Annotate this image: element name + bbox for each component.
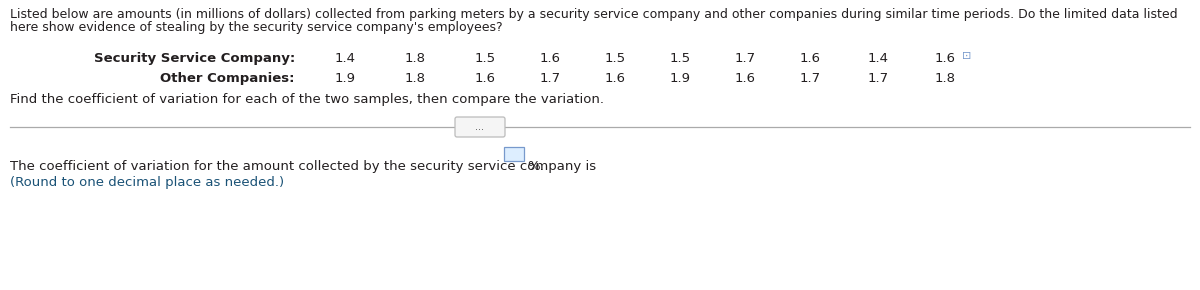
Text: The coefficient of variation for the amount collected by the security service co: The coefficient of variation for the amo…: [10, 160, 600, 173]
Text: 1.9: 1.9: [670, 72, 690, 85]
Text: 1.6: 1.6: [734, 72, 756, 85]
Text: Find the coefficient of variation for each of the two samples, then compare the : Find the coefficient of variation for ea…: [10, 93, 604, 106]
Text: 1.9: 1.9: [335, 72, 355, 85]
Text: Security Service Company:: Security Service Company:: [94, 52, 295, 65]
Text: 1.8: 1.8: [404, 52, 426, 65]
Text: 1.6: 1.6: [935, 52, 955, 65]
Text: 1.7: 1.7: [799, 72, 821, 85]
Text: here show evidence of stealing by the security service company's employees?: here show evidence of stealing by the se…: [10, 21, 503, 34]
Text: 1.7: 1.7: [734, 52, 756, 65]
Text: 1.6: 1.6: [605, 72, 625, 85]
Text: 1.8: 1.8: [935, 72, 955, 85]
Text: 1.6: 1.6: [474, 72, 496, 85]
Text: 1.7: 1.7: [868, 72, 888, 85]
FancyBboxPatch shape: [455, 117, 505, 137]
Text: 1.4: 1.4: [868, 52, 888, 65]
Text: 1.4: 1.4: [335, 52, 355, 65]
Text: (Round to one decimal place as needed.): (Round to one decimal place as needed.): [10, 176, 284, 189]
Text: Other Companies:: Other Companies:: [161, 72, 295, 85]
FancyBboxPatch shape: [504, 147, 524, 161]
Text: 1.5: 1.5: [670, 52, 690, 65]
Text: 1.5: 1.5: [605, 52, 625, 65]
Text: 1.6: 1.6: [799, 52, 821, 65]
Text: Listed below are amounts (in millions of dollars) collected from parking meters : Listed below are amounts (in millions of…: [10, 8, 1177, 21]
Text: 1.7: 1.7: [540, 72, 560, 85]
Text: 1.5: 1.5: [474, 52, 496, 65]
Text: ⊡: ⊡: [962, 51, 971, 61]
Text: %.: %.: [527, 160, 544, 173]
Text: ...: ...: [475, 122, 485, 132]
Text: 1.8: 1.8: [404, 72, 426, 85]
Text: 1.6: 1.6: [540, 52, 560, 65]
